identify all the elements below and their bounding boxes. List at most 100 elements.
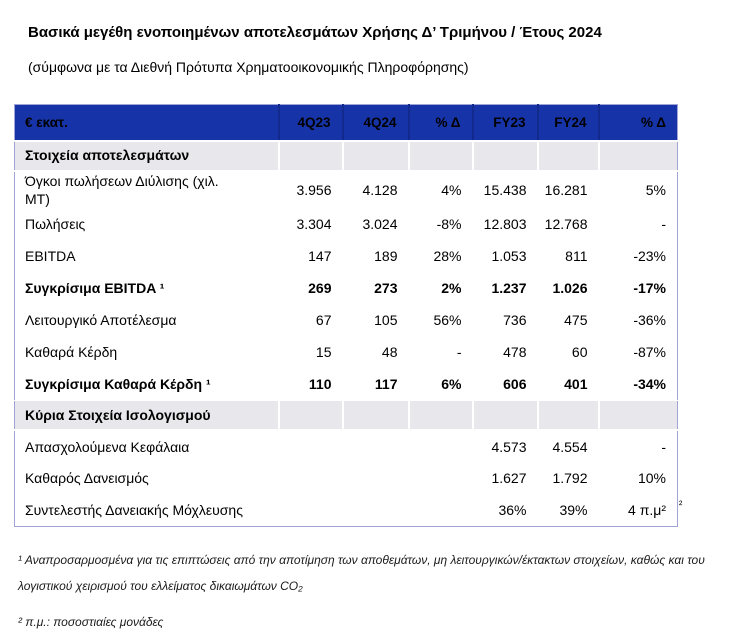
cell-value: 12.803 bbox=[472, 208, 538, 241]
cell-value bbox=[342, 430, 409, 463]
cell-value: - bbox=[598, 430, 678, 463]
cell-value bbox=[472, 140, 539, 172]
cell-value: 56% bbox=[408, 304, 473, 337]
cell-value: 12.768 bbox=[537, 208, 599, 241]
cell-value: - bbox=[598, 208, 678, 241]
row-label: Συντελεστής Δανειακής Μόχλευσης bbox=[14, 494, 279, 527]
table-row: Καθαρός Δανεισμός 1.627 1.792 10% bbox=[14, 462, 678, 495]
cell-value: -36% bbox=[598, 304, 678, 337]
row-label: Συγκρίσιμα EBITDA ¹ bbox=[14, 272, 279, 305]
table-row: Απασχολούμενα Κεφάλαια 4.573 4.554- bbox=[14, 430, 678, 463]
cell-value: 10% bbox=[598, 462, 678, 495]
table-row: Πωλήσεις 3.304 3.024 -8% 12.803 12.768- bbox=[14, 208, 678, 241]
cell-value bbox=[278, 462, 343, 495]
cell-value: 16.281 bbox=[537, 170, 599, 209]
cell-value: 2% bbox=[408, 272, 473, 305]
cell-value: 147 bbox=[278, 240, 343, 273]
cell-value: 4 π.μ² bbox=[598, 494, 678, 527]
cell-value bbox=[278, 140, 344, 172]
row-label: Καθαρά Κέρδη bbox=[14, 336, 279, 369]
table-row: Συντελεστής Δανειακής Μόχλευσης 36% 39% 4 π… bbox=[14, 494, 678, 527]
cell-value: 1.627 bbox=[472, 462, 538, 495]
cell-value: 105 bbox=[342, 304, 409, 337]
row-label: Όγκοι πωλήσεων Διύλισης (χιλ. ΜΤ) bbox=[14, 170, 279, 209]
cell-value bbox=[537, 399, 600, 432]
cell-value: -34% bbox=[598, 368, 678, 401]
row-label: Στοιχεία αποτελεσμάτων bbox=[14, 140, 280, 172]
cell-value bbox=[278, 399, 344, 432]
page-subtitle: (σύμφωνα με τα Διεθνή Πρότυπα Χρηματοοικ… bbox=[28, 59, 469, 75]
cell-value: 4.573 bbox=[472, 430, 538, 463]
stray-footnote-marker: ² bbox=[679, 500, 683, 511]
cell-value: 189 bbox=[342, 240, 409, 273]
cell-value: 4.554 bbox=[537, 430, 599, 463]
row-label: Πωλήσεις bbox=[14, 208, 279, 241]
table-row: Καθαρά Κέρδη 15 48-478 60 -87% bbox=[14, 336, 678, 369]
cell-value bbox=[408, 462, 473, 495]
cell-value: -23% bbox=[598, 240, 678, 273]
cell-value bbox=[408, 430, 473, 463]
cell-value: 269 bbox=[278, 272, 343, 305]
cell-value: 110 bbox=[278, 368, 343, 401]
cell-value: 4% bbox=[408, 170, 473, 209]
cell-value bbox=[408, 399, 474, 432]
column-header-1: 4Q23 bbox=[278, 104, 344, 142]
table-row: Όγκοι πωλήσεων Διύλισης (χιλ. ΜΤ) 3.956 4.… bbox=[14, 170, 678, 209]
cell-value: 117 bbox=[342, 368, 409, 401]
row-label: Καθαρός Δανεισμός bbox=[14, 462, 279, 495]
cell-value: 3.304 bbox=[278, 208, 343, 241]
cell-value bbox=[278, 430, 343, 463]
footnotes: ¹ Αναπροσαρμοσμένα για τις επιπτώσεις απ… bbox=[18, 547, 724, 635]
cell-value bbox=[472, 399, 539, 432]
cell-value: 4.128 bbox=[342, 170, 409, 209]
section-row: Κύρια Στοιχεία Ισολογισμού bbox=[14, 399, 678, 432]
column-header-3: % Δ bbox=[408, 104, 474, 142]
results-table-container: € εκατ. 4Q23 4Q24% Δ FY23 FY24% Δ Στοιχεία … bbox=[14, 104, 678, 527]
cell-value: 15 bbox=[278, 336, 343, 369]
cell-value bbox=[537, 140, 600, 172]
cell-value: 478 bbox=[472, 336, 538, 369]
cell-value: 475 bbox=[537, 304, 599, 337]
section-row: Στοιχεία αποτελεσμάτων bbox=[14, 140, 678, 172]
page-title: Βασικά μεγέθη ενοποιημένων αποτελεσμάτων… bbox=[28, 24, 602, 41]
cell-value bbox=[408, 140, 474, 172]
cell-value bbox=[342, 140, 410, 172]
cell-value: 48 bbox=[342, 336, 409, 369]
unit-header-cell: € εκατ. bbox=[14, 104, 280, 142]
cell-value: 67 bbox=[278, 304, 343, 337]
table-header-row: € εκατ. 4Q23 4Q24% Δ FY23 FY24% Δ bbox=[14, 104, 678, 142]
cell-value: 15.438 bbox=[472, 170, 538, 209]
financial-results-table: € εκατ. 4Q23 4Q24% Δ FY23 FY24% Δ Στοιχεία … bbox=[14, 104, 678, 527]
cell-value: 3.956 bbox=[278, 170, 343, 209]
row-label: Συγκρίσιμα Καθαρά Κέρδη ¹ bbox=[14, 368, 279, 401]
cell-value: 401 bbox=[537, 368, 599, 401]
row-label: Απασχολούμενα Κεφάλαια bbox=[14, 430, 279, 463]
cell-value bbox=[598, 399, 678, 432]
cell-value bbox=[342, 462, 409, 495]
cell-value: -8% bbox=[408, 208, 473, 241]
cell-value bbox=[278, 494, 343, 527]
row-label: Κύρια Στοιχεία Ισολογισμού bbox=[14, 399, 280, 432]
cell-value bbox=[342, 494, 409, 527]
cell-value: -17% bbox=[598, 272, 678, 305]
cell-value bbox=[342, 399, 410, 432]
cell-value: 1.053 bbox=[472, 240, 538, 273]
column-header-4: FY23 bbox=[472, 104, 539, 142]
column-header-5: FY24 bbox=[537, 104, 600, 142]
cell-value: - bbox=[408, 336, 473, 369]
cell-value bbox=[598, 140, 678, 172]
cell-value: 28% bbox=[408, 240, 473, 273]
table-row: Συγκρίσιμα Καθαρά Κέρδη ¹ 110 117 6% 606 401-… bbox=[14, 368, 678, 401]
cell-value: 60 bbox=[537, 336, 599, 369]
table-row: Λειτουργικό Αποτέλεσμα 67 105 56% 736 475 -36% bbox=[14, 304, 678, 337]
cell-value: 6% bbox=[408, 368, 473, 401]
cell-value: 1.237 bbox=[472, 272, 538, 305]
table-row: EBITDA 147 189 28% 1.053 811 -23% bbox=[14, 240, 678, 273]
cell-value: -87% bbox=[598, 336, 678, 369]
cell-value: 1.792 bbox=[537, 462, 599, 495]
cell-value: 736 bbox=[472, 304, 538, 337]
cell-value bbox=[408, 494, 473, 527]
cell-value: 1.026 bbox=[537, 272, 599, 305]
row-label: EBITDA bbox=[14, 240, 279, 273]
footnote-2: ² π.μ.: ποσοστιαίες μονάδες bbox=[18, 615, 164, 629]
